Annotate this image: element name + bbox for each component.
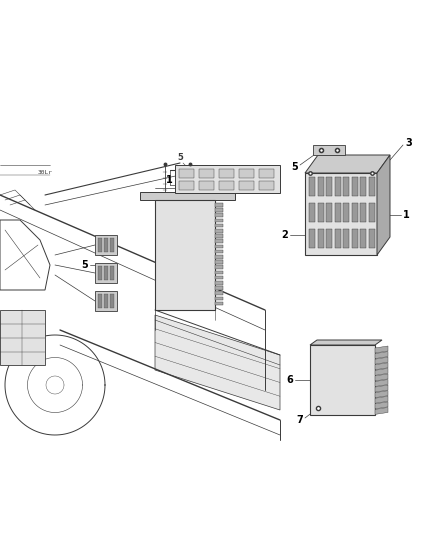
FancyBboxPatch shape <box>360 177 366 196</box>
FancyBboxPatch shape <box>215 292 223 295</box>
Polygon shape <box>305 155 390 173</box>
Polygon shape <box>375 379 388 386</box>
Polygon shape <box>375 391 388 398</box>
Polygon shape <box>375 374 388 381</box>
FancyBboxPatch shape <box>335 229 340 248</box>
FancyBboxPatch shape <box>326 203 332 222</box>
FancyBboxPatch shape <box>215 208 223 212</box>
Polygon shape <box>305 173 377 255</box>
FancyBboxPatch shape <box>98 266 102 280</box>
Polygon shape <box>375 346 388 353</box>
Polygon shape <box>310 345 375 415</box>
FancyBboxPatch shape <box>110 266 114 280</box>
FancyBboxPatch shape <box>239 169 254 178</box>
FancyBboxPatch shape <box>335 177 340 196</box>
FancyBboxPatch shape <box>98 294 102 308</box>
FancyBboxPatch shape <box>179 169 194 178</box>
FancyBboxPatch shape <box>95 291 117 311</box>
FancyBboxPatch shape <box>104 238 108 252</box>
FancyBboxPatch shape <box>110 238 114 252</box>
FancyBboxPatch shape <box>309 203 315 222</box>
FancyBboxPatch shape <box>95 263 117 283</box>
FancyBboxPatch shape <box>326 229 332 248</box>
FancyBboxPatch shape <box>215 229 223 232</box>
FancyBboxPatch shape <box>0 310 45 365</box>
FancyBboxPatch shape <box>352 229 357 248</box>
Text: 7: 7 <box>296 415 303 425</box>
FancyBboxPatch shape <box>215 213 223 217</box>
Polygon shape <box>375 407 388 415</box>
Text: 6: 6 <box>286 375 293 385</box>
FancyBboxPatch shape <box>219 169 234 178</box>
FancyBboxPatch shape <box>326 177 332 196</box>
FancyBboxPatch shape <box>215 203 223 207</box>
FancyBboxPatch shape <box>215 271 223 274</box>
Polygon shape <box>375 385 388 392</box>
FancyBboxPatch shape <box>309 177 315 196</box>
FancyBboxPatch shape <box>215 250 223 253</box>
FancyBboxPatch shape <box>98 238 102 252</box>
Text: 5: 5 <box>291 162 298 172</box>
FancyBboxPatch shape <box>219 181 234 190</box>
FancyBboxPatch shape <box>318 229 324 248</box>
Polygon shape <box>375 402 388 409</box>
FancyBboxPatch shape <box>215 276 223 279</box>
FancyBboxPatch shape <box>239 181 254 190</box>
Polygon shape <box>375 363 388 370</box>
Polygon shape <box>140 192 235 200</box>
FancyBboxPatch shape <box>215 302 223 305</box>
FancyBboxPatch shape <box>259 181 274 190</box>
Text: 3: 3 <box>405 138 412 148</box>
FancyBboxPatch shape <box>343 229 349 248</box>
FancyBboxPatch shape <box>215 260 223 264</box>
FancyBboxPatch shape <box>215 239 223 243</box>
FancyBboxPatch shape <box>318 203 324 222</box>
Polygon shape <box>155 315 280 410</box>
FancyBboxPatch shape <box>352 177 357 196</box>
Polygon shape <box>313 145 345 155</box>
Polygon shape <box>377 155 390 255</box>
FancyBboxPatch shape <box>368 177 374 196</box>
FancyBboxPatch shape <box>215 255 223 259</box>
Polygon shape <box>375 352 388 359</box>
FancyBboxPatch shape <box>215 224 223 228</box>
FancyBboxPatch shape <box>318 177 324 196</box>
FancyBboxPatch shape <box>155 200 215 310</box>
FancyBboxPatch shape <box>360 203 366 222</box>
Text: 5: 5 <box>81 260 88 270</box>
Polygon shape <box>375 396 388 403</box>
FancyBboxPatch shape <box>175 165 280 193</box>
FancyBboxPatch shape <box>215 245 223 248</box>
FancyBboxPatch shape <box>368 229 374 248</box>
Text: 5: 5 <box>177 153 183 162</box>
FancyBboxPatch shape <box>343 177 349 196</box>
FancyBboxPatch shape <box>368 203 374 222</box>
FancyBboxPatch shape <box>352 203 357 222</box>
FancyBboxPatch shape <box>215 234 223 238</box>
FancyBboxPatch shape <box>104 294 108 308</box>
FancyBboxPatch shape <box>309 229 315 248</box>
Text: 2: 2 <box>281 230 288 240</box>
FancyBboxPatch shape <box>215 296 223 300</box>
FancyBboxPatch shape <box>215 219 223 222</box>
Polygon shape <box>310 340 382 345</box>
Text: 1: 1 <box>166 175 173 185</box>
FancyBboxPatch shape <box>95 235 117 255</box>
Polygon shape <box>375 368 388 375</box>
FancyBboxPatch shape <box>335 203 340 222</box>
FancyBboxPatch shape <box>360 229 366 248</box>
FancyBboxPatch shape <box>343 203 349 222</box>
FancyBboxPatch shape <box>215 265 223 269</box>
FancyBboxPatch shape <box>110 294 114 308</box>
Text: 1: 1 <box>403 210 410 220</box>
FancyBboxPatch shape <box>104 266 108 280</box>
FancyBboxPatch shape <box>199 169 214 178</box>
Text: 30Lr: 30Lr <box>38 169 53 174</box>
FancyBboxPatch shape <box>179 181 194 190</box>
Polygon shape <box>375 357 388 364</box>
FancyBboxPatch shape <box>215 286 223 290</box>
FancyBboxPatch shape <box>259 169 274 178</box>
FancyBboxPatch shape <box>199 181 214 190</box>
FancyBboxPatch shape <box>215 281 223 285</box>
